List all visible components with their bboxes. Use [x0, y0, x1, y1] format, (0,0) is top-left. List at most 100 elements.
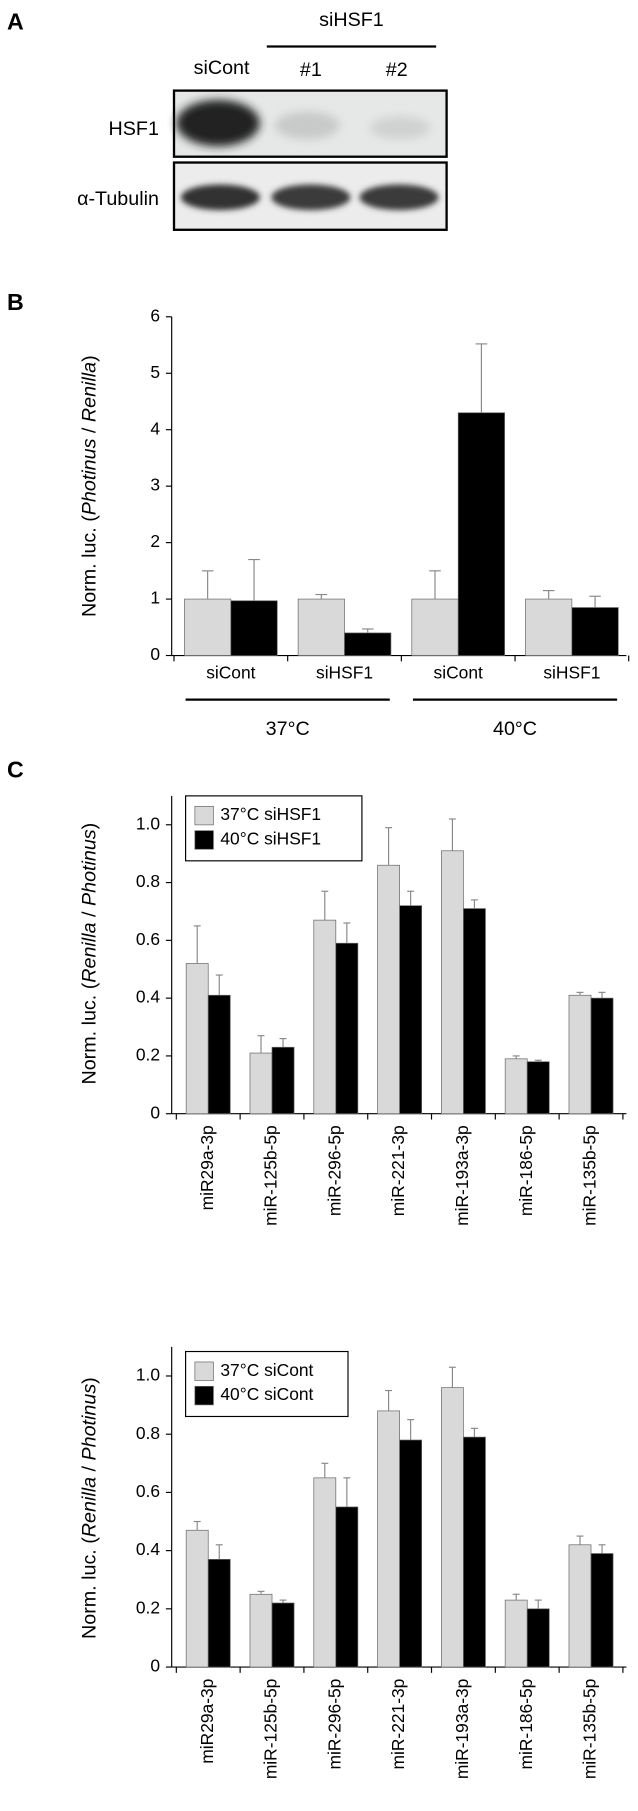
bar [568, 994, 592, 1115]
bar [441, 1387, 464, 1668]
x-tick-label: miR-125b-5p [261, 1679, 281, 1780]
error-bar [448, 1366, 456, 1388]
x-tick-label: miR-221-3p [388, 1125, 408, 1216]
bar [525, 598, 573, 656]
error-bar [315, 593, 328, 600]
error-bar [512, 1055, 520, 1059]
y-tick-label: 0.8 [136, 871, 160, 891]
legend-label: 40°C siCont [220, 1384, 313, 1404]
x-tick-label: siCont [206, 663, 255, 683]
bar [441, 850, 464, 1115]
bar [504, 1599, 528, 1668]
y-axis-label-part: Photinus [79, 829, 101, 906]
error-bar [576, 1535, 584, 1545]
error-bar [470, 899, 478, 909]
y-axis-label-part: ) [79, 823, 101, 830]
bar [335, 1506, 359, 1668]
error-bar [385, 827, 393, 866]
y-axis-label-part: Norm. luc. ( [79, 982, 101, 1084]
x-tick-label: miR-193a-3p [452, 1125, 472, 1226]
x-tick-label: miR-135b-5p [580, 1679, 600, 1780]
bar [399, 905, 423, 1115]
legend-swatch [194, 805, 214, 826]
bar [249, 1593, 273, 1668]
bar [344, 632, 392, 656]
error-bar [343, 922, 351, 944]
x-tick-label: siCont [434, 663, 483, 683]
error-bar [534, 1599, 542, 1609]
bar [568, 1544, 592, 1668]
y-tick-label: 1 [150, 588, 160, 608]
error-bar [470, 1427, 478, 1438]
bar [457, 412, 505, 656]
blot-group-label: siHSF1 [319, 9, 384, 31]
error-bar [257, 1035, 265, 1054]
error-bar [407, 890, 415, 906]
y-tick-label: 4 [150, 418, 160, 438]
x-tick-label: miR29a-3p [197, 1125, 217, 1210]
y-axis-label-part: / [79, 422, 101, 438]
y-tick-label: 1.0 [136, 813, 160, 833]
error-bar [475, 343, 488, 413]
error-bar [257, 1590, 265, 1595]
y-axis-label-part: Renilla [79, 922, 101, 982]
bar [185, 963, 209, 1115]
error-bar [361, 628, 374, 633]
error-bar [512, 1593, 520, 1601]
x-tick-label: miR29a-3p [197, 1679, 217, 1764]
y-tick-label: 0.6 [136, 929, 160, 949]
y-tick-label: 0 [150, 644, 160, 664]
y-tick-label: 0.2 [136, 1597, 160, 1617]
bar [184, 598, 232, 656]
bar [526, 1608, 550, 1668]
legend-swatch [194, 830, 214, 850]
legend-swatch [194, 1385, 214, 1406]
error-bar [279, 1599, 287, 1604]
x-tick-label: miR-186-5p [516, 1125, 536, 1216]
bar [207, 1559, 231, 1668]
error-bar [598, 991, 606, 999]
lane-label: #2 [386, 59, 408, 81]
lane-label: #1 [300, 59, 322, 81]
y-tick-label: 1.0 [136, 1365, 160, 1385]
y-tick-label: 0.4 [136, 1539, 161, 1559]
error-bar [407, 1419, 415, 1441]
y-tick-label: 0 [150, 1102, 160, 1122]
error-bar [215, 974, 223, 996]
legend-swatch [194, 1361, 214, 1381]
bar [335, 942, 359, 1115]
bar [526, 1061, 550, 1115]
y-axis-label: Norm. luc. (Renilla / Photinus) [79, 1377, 101, 1639]
y-axis-label: Norm. luc. (Renilla / Photinus) [79, 823, 101, 1085]
x-tick-label: miR-296-5p [324, 1679, 344, 1770]
bar [399, 1439, 423, 1668]
error-bar [589, 595, 601, 608]
bar [411, 598, 459, 656]
error-bar [343, 1477, 351, 1507]
bar [463, 908, 486, 1115]
x-tick-label: miR-193a-3p [452, 1679, 472, 1780]
bar [377, 864, 400, 1115]
y-axis-label: Norm. luc. (Photinus / Renilla) [79, 355, 101, 617]
bar [313, 919, 337, 1115]
y-axis-label-part: ) [79, 1377, 101, 1384]
bar [271, 1602, 295, 1668]
error-bar [576, 991, 584, 996]
error-bar [193, 925, 201, 964]
bar [185, 1529, 209, 1668]
error-bar [248, 558, 260, 601]
y-axis-label-part: / [79, 1460, 101, 1476]
x-tick-label: miR-125b-5p [261, 1125, 281, 1226]
y-tick-label: 5 [150, 362, 160, 382]
blot-image [172, 89, 448, 231]
bar [249, 1052, 273, 1115]
bar [207, 994, 231, 1115]
y-axis-label-part: Photinus [79, 438, 101, 515]
error-bar [534, 1059, 542, 1062]
bar [377, 1410, 400, 1668]
legend-box [185, 795, 363, 862]
x-tick-label: miR-296-5p [324, 1125, 344, 1216]
bar [230, 600, 278, 656]
blot-row-label: α-Tubulin [77, 188, 159, 210]
x-tick-label: miR-186-5p [516, 1679, 536, 1770]
